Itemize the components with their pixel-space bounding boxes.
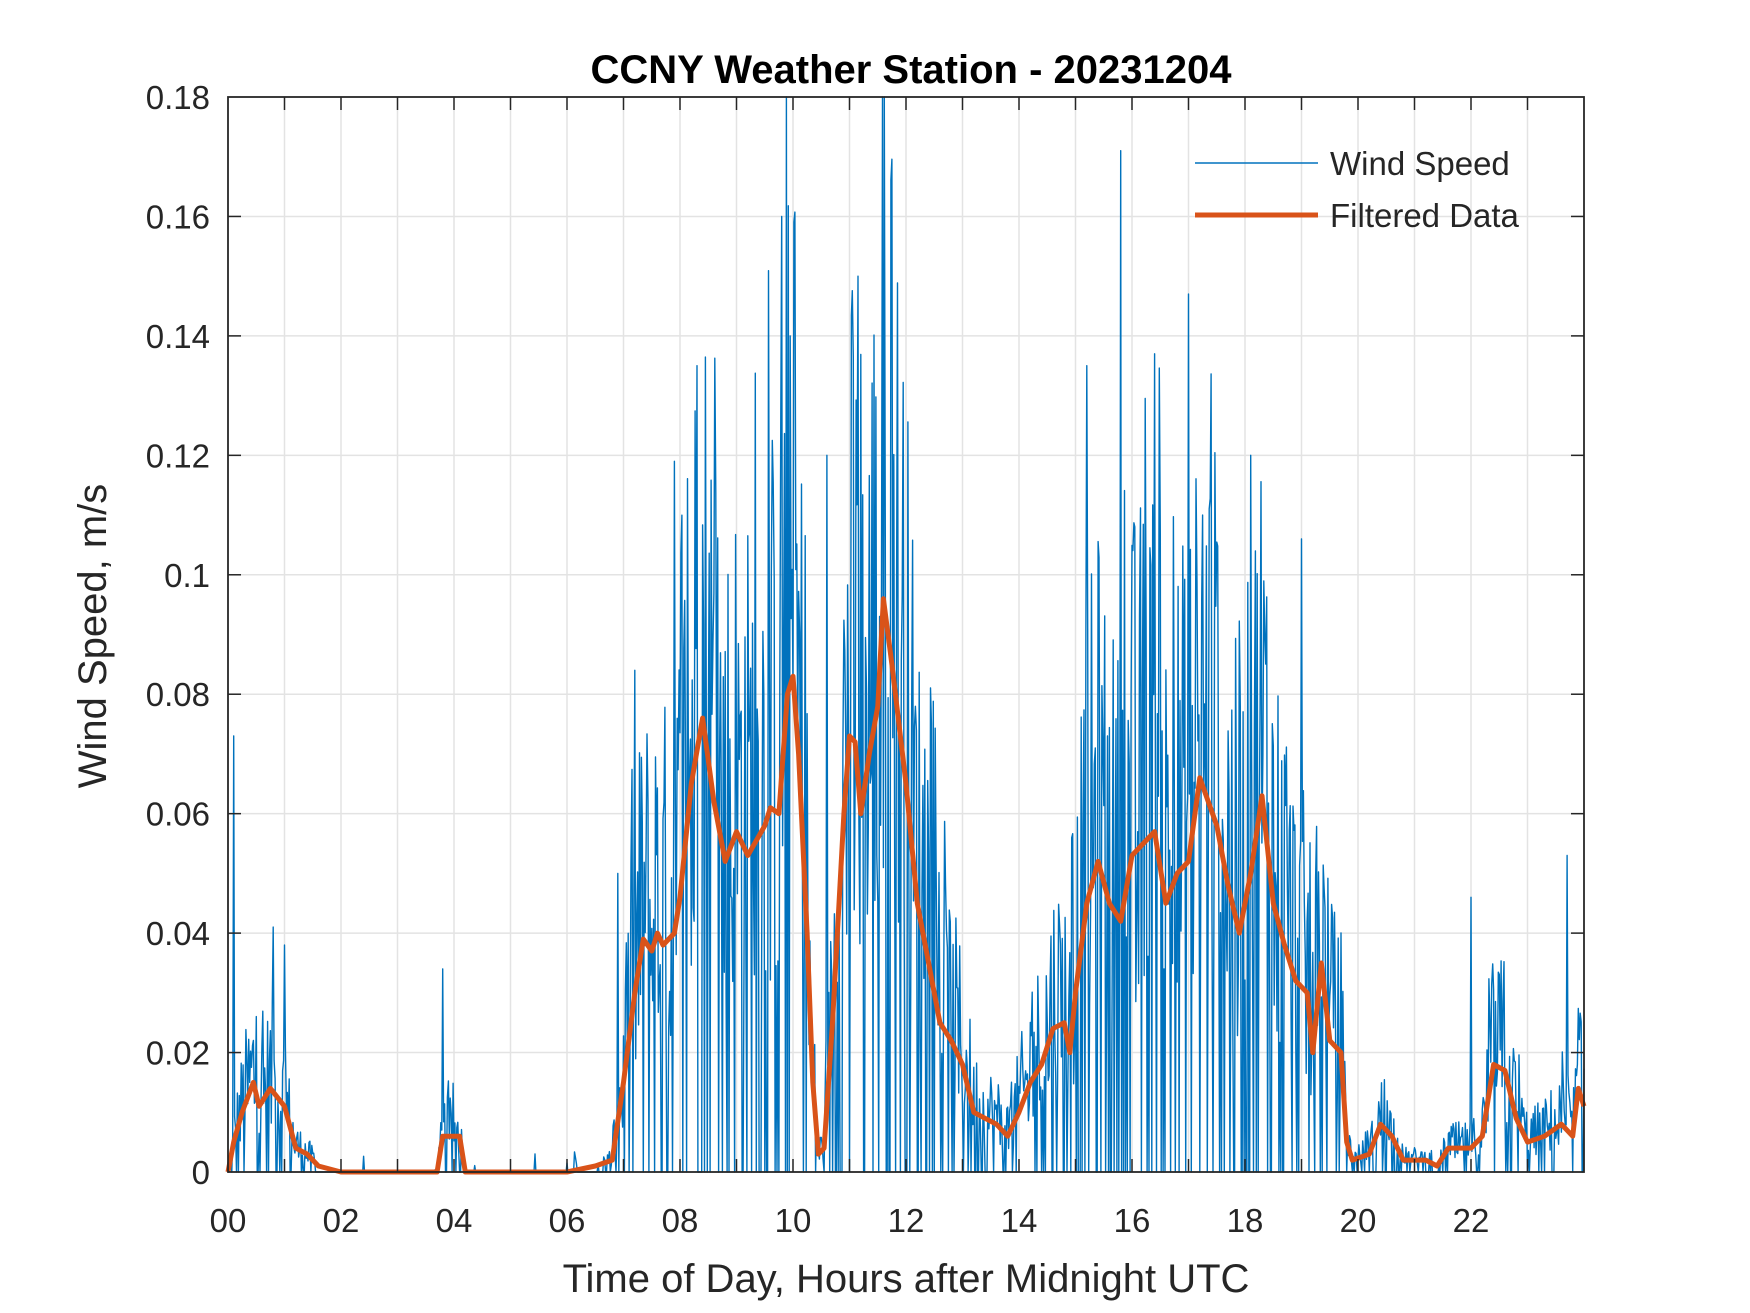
x-axis-label: Time of Day, Hours after Midnight UTC xyxy=(563,1257,1250,1301)
x-tick-label: 00 xyxy=(210,1202,247,1239)
x-tick-label: 20 xyxy=(1340,1202,1377,1239)
plot-box xyxy=(227,96,1585,1173)
x-tick-label: 08 xyxy=(662,1202,699,1239)
y-tick-label: 0.06 xyxy=(146,796,210,833)
y-tick-label: 0.14 xyxy=(146,318,210,355)
x-tick-label: 22 xyxy=(1453,1202,1490,1239)
y-tick-label: 0.02 xyxy=(146,1035,210,1072)
x-tick-label: 04 xyxy=(436,1202,473,1239)
legend-wind-speed-label: Wind Speed xyxy=(1330,145,1510,182)
chart-title: CCNY Weather Station - 20231204 xyxy=(591,48,1233,92)
x-tick-label: 06 xyxy=(549,1202,586,1239)
y-tick-label: 0.08 xyxy=(146,676,210,713)
x-tick-label: 14 xyxy=(1001,1202,1038,1239)
y-tick-label: 0.18 xyxy=(146,79,210,116)
filtered-data-line xyxy=(225,596,1587,1175)
grid-lines xyxy=(228,97,1584,1172)
x-tick-label: 16 xyxy=(1114,1202,1151,1239)
y-tick-labels: 0 0.02 0.04 0.06 0.08 0.1 0.12 0.14 0.16 0.18 xyxy=(146,79,210,1191)
x-tick-label: 02 xyxy=(323,1202,360,1239)
axes-frame xyxy=(227,96,1585,1173)
y-axis-label: Wind Speed, m/s xyxy=(71,484,115,789)
filtered-data-series xyxy=(225,596,1587,1175)
x-tick-labels: 00 02 04 06 08 10 12 14 16 18 20 22 xyxy=(210,1202,1490,1239)
y-tick-label: 0.04 xyxy=(146,915,210,952)
y-tick-label: 0.1 xyxy=(164,557,210,594)
x-tick-label: 18 xyxy=(1227,1202,1264,1239)
legend-filtered-label: Filtered Data xyxy=(1330,197,1520,234)
x-tick-label: 10 xyxy=(775,1202,812,1239)
y-tick-label: 0.16 xyxy=(146,198,210,235)
y-tick-label: 0.12 xyxy=(146,437,210,474)
x-tick-label: 12 xyxy=(888,1202,925,1239)
legend: Wind Speed Filtered Data xyxy=(1195,145,1520,234)
y-tick-label: 0 xyxy=(192,1154,210,1191)
